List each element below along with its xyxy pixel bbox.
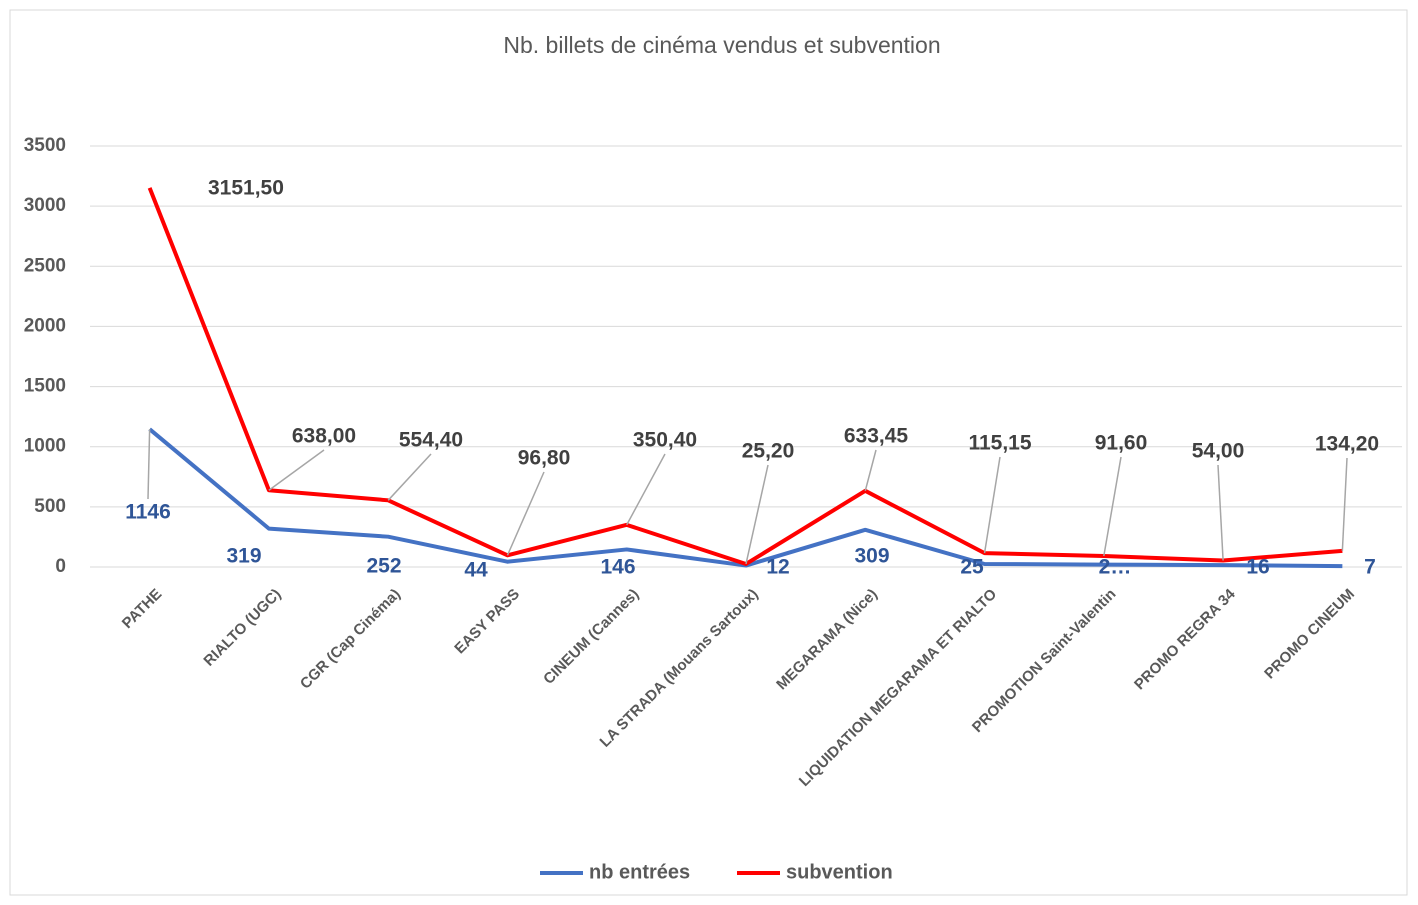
data-label: 7 [1364,556,1376,579]
leader-line [1103,456,1122,557]
y-tick-label: 0 [55,556,66,577]
y-tick-label: 1000 [24,436,66,457]
y-tick-label: 2000 [24,315,66,336]
data-label: 319 [226,545,261,568]
data-label: 25,20 [742,440,795,463]
leader-line [1217,464,1224,561]
data-label: 2… [1099,556,1132,579]
y-tick-label: 3000 [24,195,66,216]
data-label: 638,00 [292,425,356,448]
y-tick-label: 3500 [24,135,66,156]
leader-line [626,453,666,526]
data-label: 115,15 [968,432,1031,455]
line-series [147,187,1343,566]
leader-line [268,449,325,491]
leader-line [864,449,877,491]
data-label: 633,45 [844,425,909,448]
data-label: 309 [854,545,889,568]
leader-line [506,471,545,556]
data-label: 350,40 [633,429,697,452]
data-label: 12 [766,556,789,579]
data-label: 3151,50 [208,177,284,200]
chart-border [9,9,1408,896]
y-tick-label: 500 [34,496,66,517]
y-tick-label: 2500 [24,255,66,276]
y-tick-label: 1500 [24,376,66,397]
legend-label: nb entrées [589,861,690,883]
data-label: 54,00 [1192,440,1245,463]
legend-label: subvention [786,861,893,883]
data-label: 96,80 [518,447,571,470]
chart-title: Nb. billets de cinéma vendus et subventi… [503,32,940,58]
data-label: 25 [960,556,984,579]
data-label: 16 [1246,556,1269,579]
leader-line [387,453,432,501]
leader-line [745,464,769,565]
data-label: 146 [600,556,635,579]
data-label: 134,20 [1315,433,1379,456]
data-label: 1146 [125,501,171,524]
data-label: 252 [366,555,401,578]
leader-line [983,456,1001,554]
data-label: 91,60 [1095,432,1148,455]
data-label: 44 [464,559,488,582]
data-label: 554,40 [399,429,463,452]
leader-line [147,429,151,500]
leader-line [1341,457,1348,551]
